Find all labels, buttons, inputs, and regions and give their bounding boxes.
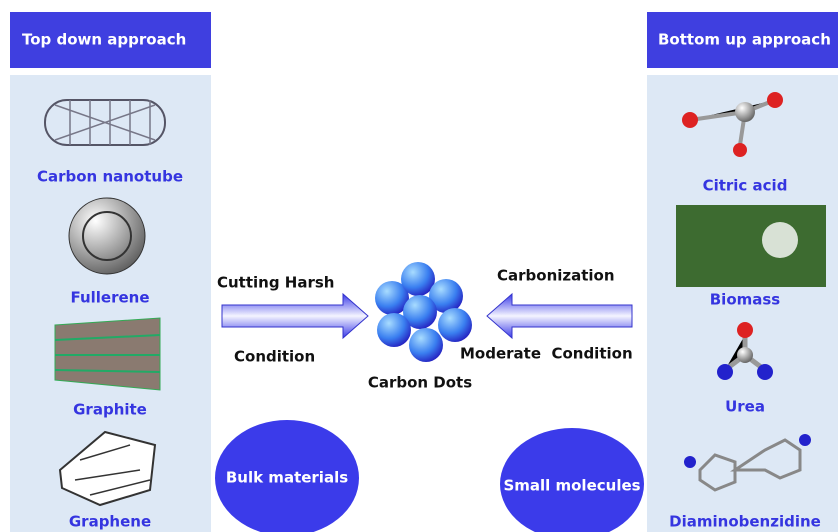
right-arrow bbox=[487, 294, 632, 338]
center-label: Carbon Dots bbox=[368, 374, 472, 392]
diagram: Top down approach Bottom up approach Car… bbox=[0, 0, 838, 532]
arrow-label: Moderate Condition bbox=[460, 345, 633, 363]
biomass-leaf bbox=[762, 222, 798, 258]
item-label: Urea bbox=[725, 398, 765, 416]
item-label: Graphite bbox=[73, 401, 147, 419]
ellipse-label: Bulk materials bbox=[226, 469, 348, 487]
right-header: Bottom up approach bbox=[658, 31, 831, 49]
arrow-label: Carbonization bbox=[497, 267, 615, 285]
item-label: Citric acid bbox=[703, 177, 788, 195]
item-label: Diaminobenzidine bbox=[669, 513, 821, 531]
arrow-label: Cutting Harsh bbox=[217, 274, 335, 292]
ellipse-label: Small molecules bbox=[503, 477, 640, 495]
left-header: Top down approach bbox=[22, 31, 186, 49]
biomass-image bbox=[676, 205, 826, 287]
carbon-dots bbox=[375, 262, 472, 362]
arrow-label: Condition bbox=[234, 348, 315, 366]
item-label: Carbon nanotube bbox=[37, 168, 183, 186]
item-label: Graphene bbox=[69, 513, 151, 531]
item-label: Fullerene bbox=[70, 289, 149, 307]
item-label: Biomass bbox=[710, 291, 781, 309]
fullerene-icon bbox=[69, 198, 145, 274]
left-arrow bbox=[222, 294, 368, 338]
graphite-icon bbox=[55, 318, 160, 390]
